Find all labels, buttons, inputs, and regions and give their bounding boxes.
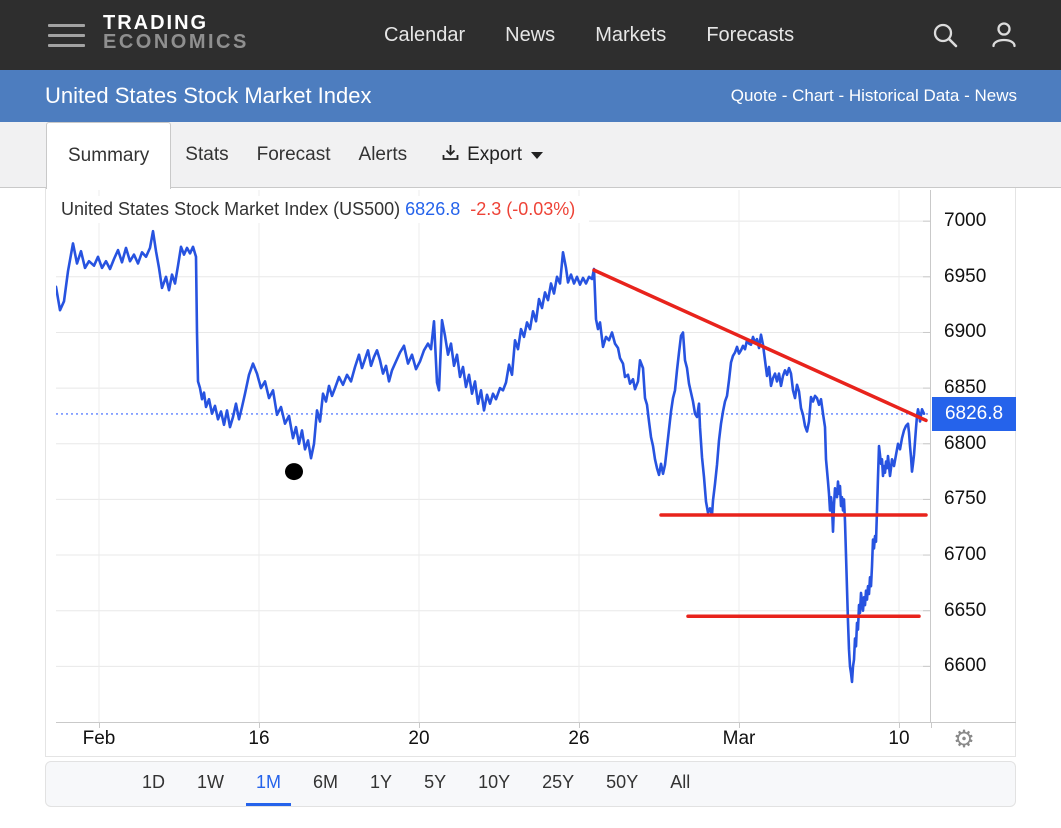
- logo-line-2: ECONOMICS: [103, 31, 249, 53]
- nav-item-forecasts[interactable]: Forecasts: [706, 23, 795, 46]
- chart-plot-area[interactable]: [56, 190, 931, 722]
- x-tick-mark: [259, 722, 260, 728]
- tab-forecast[interactable]: Forecast: [256, 144, 331, 165]
- y-axis-label: 6900: [944, 321, 987, 343]
- header-link-historical-data[interactable]: Historical Data: [848, 86, 960, 105]
- range-button-5y[interactable]: 5Y: [424, 772, 447, 792]
- y-axis-label: 6850: [944, 377, 987, 399]
- y-axis-label: 6750: [944, 488, 987, 510]
- range-button-1w[interactable]: 1W: [197, 772, 225, 792]
- price-chart-svg: [56, 190, 931, 722]
- chevron-down-icon: [531, 151, 544, 159]
- page-title: United States Stock Market Index: [45, 83, 372, 108]
- x-axis-line: [56, 722, 1016, 723]
- x-axis: Feb 16 20 26 Mar 10: [56, 728, 931, 752]
- chart-widget: United States Stock Market Index (US500)…: [45, 188, 1016, 757]
- range-button-50y[interactable]: 50Y: [606, 772, 639, 792]
- x-tick-mark: [579, 722, 580, 728]
- y-axis-label: 7000: [944, 210, 987, 232]
- dot-annotation: [285, 463, 303, 481]
- header-link-chart[interactable]: Chart: [792, 86, 834, 105]
- price-series-line: [56, 229, 926, 684]
- x-tick-mark: [739, 722, 740, 728]
- tab-alerts[interactable]: Alerts: [358, 144, 408, 165]
- main-nav: Calendar News Markets Forecasts: [384, 0, 794, 70]
- x-tick-mark: [419, 722, 420, 728]
- chart-instrument-name: United States Stock Market Index (US500): [61, 199, 406, 219]
- nav-item-markets[interactable]: Markets: [595, 23, 667, 46]
- tab-stats[interactable]: Stats: [185, 144, 229, 165]
- download-icon: [441, 143, 460, 168]
- x-axis-label-26: 26: [568, 728, 590, 749]
- tab-summary[interactable]: Summary: [46, 122, 172, 189]
- nav-item-calendar[interactable]: Calendar: [384, 23, 466, 46]
- current-price-badge: 6826.8: [932, 396, 1016, 431]
- logo-line-1: TRADING: [103, 12, 209, 34]
- chart-settings-gear-icon[interactable]: ⚙: [953, 725, 975, 753]
- x-tick-mark: [899, 722, 900, 728]
- trendline-annotation: [592, 268, 928, 423]
- header-links: Quote - Chart - Historical Data - News: [731, 70, 1017, 122]
- top-navbar: TRADING ECONOMICS Calendar News Markets For…: [0, 0, 1061, 70]
- x-tick-mark: [99, 722, 100, 728]
- y-axis-label: 6800: [944, 432, 987, 454]
- link-separator: -: [833, 86, 849, 105]
- header-link-news[interactable]: News: [974, 86, 1017, 105]
- search-icon[interactable]: [930, 20, 960, 50]
- hamburger-menu-icon[interactable]: [48, 24, 85, 47]
- chart-title: United States Stock Market Index (US500)…: [56, 196, 590, 223]
- tab-bar: Summary Stats Forecast Alerts Export: [0, 122, 1061, 189]
- chart-price-change: -2.3 (-0.03%): [460, 199, 576, 219]
- x-axis-label-mar: Mar: [722, 728, 756, 749]
- y-axis-label: 6600: [944, 655, 987, 677]
- header-link-quote[interactable]: Quote: [730, 86, 778, 105]
- x-axis-label-20: 20: [408, 728, 430, 749]
- range-button-6m[interactable]: 6M: [313, 772, 339, 792]
- nav-item-news[interactable]: News: [505, 23, 556, 46]
- x-axis-label-16: 16: [248, 728, 270, 749]
- link-separator: -: [959, 86, 975, 105]
- time-range-bar: 1D 1W 1M 6M 1Y 5Y 10Y 25Y 50Y All: [45, 761, 1016, 807]
- range-button-1m[interactable]: 1M: [246, 762, 292, 806]
- export-button[interactable]: Export: [435, 122, 549, 188]
- page-header: United States Stock Market Index Quote -…: [0, 70, 1061, 122]
- y-axis-label: 6700: [944, 544, 987, 566]
- export-label: Export: [467, 144, 523, 165]
- y-axis-label: 6950: [944, 265, 987, 287]
- range-button-all[interactable]: All: [670, 772, 691, 792]
- range-button-1d[interactable]: 1D: [142, 772, 166, 792]
- x-axis-label-feb: Feb: [82, 728, 116, 749]
- x-tick-mark: [931, 722, 932, 728]
- y-axis-label: 6650: [944, 599, 987, 621]
- trading-economics-logo[interactable]: TRADING ECONOMICS: [103, 12, 249, 53]
- chart-last-price: 6826.8: [405, 199, 461, 219]
- link-separator: -: [777, 86, 793, 105]
- x-axis-label-10: 10: [888, 728, 910, 749]
- range-button-10y[interactable]: 10Y: [478, 772, 511, 792]
- nav-icons: [930, 0, 1020, 70]
- range-button-25y[interactable]: 25Y: [542, 772, 575, 792]
- y-axis: 6826.8 7000 6950 6900 6850 6800 6750 6700 6650 6…: [931, 190, 1016, 722]
- range-button-1y[interactable]: 1Y: [370, 772, 393, 792]
- tabs: Summary Stats Forecast Alerts Export: [46, 122, 549, 189]
- user-account-icon[interactable]: [988, 19, 1020, 51]
